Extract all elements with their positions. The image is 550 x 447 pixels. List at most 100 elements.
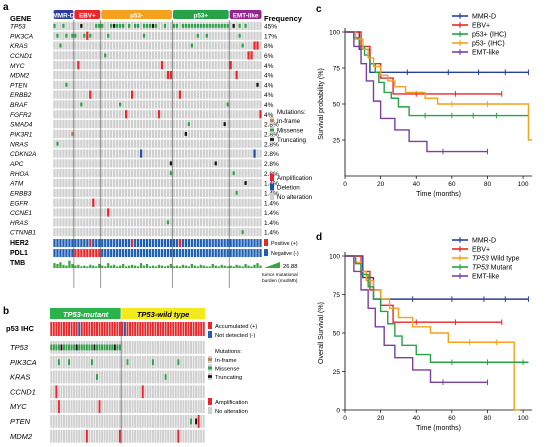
legend-inframe-label: In-frame bbox=[277, 118, 301, 125]
cell bbox=[113, 429, 116, 443]
cell bbox=[181, 61, 185, 70]
missense-cell bbox=[184, 24, 188, 28]
cell bbox=[98, 120, 101, 129]
missense-cell bbox=[145, 24, 149, 28]
cell bbox=[62, 149, 65, 158]
cell bbox=[106, 429, 109, 443]
missense-cell bbox=[73, 344, 76, 351]
p53-ihc-cell bbox=[169, 322, 172, 336]
cell bbox=[63, 355, 65, 369]
cell bbox=[142, 41, 146, 50]
cell bbox=[89, 120, 92, 129]
cell bbox=[259, 139, 262, 148]
cell bbox=[106, 385, 109, 399]
cell bbox=[70, 400, 73, 413]
cell bbox=[259, 228, 262, 237]
cell bbox=[244, 100, 247, 109]
her2-cell bbox=[80, 239, 83, 248]
cell bbox=[164, 385, 167, 399]
cell bbox=[169, 429, 172, 443]
cell bbox=[187, 341, 190, 354]
cell bbox=[259, 61, 262, 70]
cell bbox=[144, 385, 147, 399]
cell bbox=[65, 129, 68, 139]
cell bbox=[199, 188, 202, 197]
cell bbox=[178, 21, 182, 31]
cell bbox=[113, 120, 116, 129]
cell bbox=[241, 129, 244, 139]
cell bbox=[169, 100, 173, 109]
p53-ihc-cell bbox=[182, 322, 185, 336]
cell bbox=[92, 110, 95, 119]
cell bbox=[80, 31, 83, 40]
cell bbox=[77, 70, 80, 80]
tmb-bar bbox=[181, 264, 185, 269]
cell bbox=[220, 41, 223, 50]
cell bbox=[151, 70, 155, 80]
legend-truncating-swatch bbox=[270, 138, 274, 141]
cell bbox=[83, 70, 86, 80]
cell bbox=[151, 41, 155, 50]
cell bbox=[62, 70, 65, 80]
tmb-bar bbox=[211, 263, 214, 269]
cell bbox=[256, 100, 259, 109]
cell bbox=[200, 370, 203, 384]
cell bbox=[145, 149, 149, 158]
cell bbox=[101, 61, 104, 70]
cell bbox=[70, 355, 73, 369]
cell bbox=[181, 139, 185, 148]
cell bbox=[187, 70, 190, 80]
cell bbox=[202, 90, 205, 99]
cell bbox=[172, 120, 176, 129]
her2-cell bbox=[136, 239, 140, 248]
cell bbox=[256, 31, 259, 40]
cell bbox=[98, 429, 101, 443]
cell bbox=[217, 218, 220, 227]
her2-cell bbox=[244, 239, 247, 248]
p53-ihc-cell bbox=[50, 322, 53, 336]
cell bbox=[193, 228, 196, 237]
cell bbox=[136, 31, 140, 40]
cell bbox=[217, 178, 220, 188]
her2-cell bbox=[86, 239, 89, 248]
her2-cell bbox=[77, 239, 80, 248]
her2-cell bbox=[130, 239, 134, 248]
cell bbox=[53, 188, 56, 197]
cell bbox=[256, 178, 259, 188]
cell bbox=[90, 370, 93, 384]
cell bbox=[244, 149, 247, 158]
cell bbox=[157, 120, 161, 129]
cell bbox=[122, 110, 125, 119]
cell bbox=[133, 159, 137, 168]
cell bbox=[125, 70, 128, 80]
p53-ihc-cell bbox=[187, 322, 190, 336]
amplification-cell bbox=[197, 415, 200, 428]
cell bbox=[113, 169, 116, 178]
cell bbox=[149, 370, 152, 384]
cell bbox=[77, 159, 80, 168]
cell bbox=[119, 31, 122, 40]
cell bbox=[95, 90, 98, 99]
cell bbox=[169, 139, 173, 148]
cell bbox=[145, 120, 149, 129]
cell bbox=[238, 70, 241, 80]
legend-label-p53-ihc: p53+ (IHC) bbox=[472, 32, 506, 39]
her2-cell bbox=[202, 239, 205, 248]
cell bbox=[238, 120, 241, 129]
cell bbox=[172, 178, 176, 188]
frequency-hras: 1.4% bbox=[264, 220, 279, 227]
cell bbox=[250, 149, 253, 158]
cell bbox=[95, 129, 98, 139]
cell bbox=[174, 429, 177, 443]
gene-label-b-pten: PTEN bbox=[10, 417, 31, 426]
cell bbox=[89, 228, 92, 237]
cell bbox=[190, 90, 193, 99]
cell bbox=[122, 61, 125, 70]
cell bbox=[166, 80, 170, 89]
cell bbox=[113, 198, 116, 207]
cell bbox=[145, 80, 149, 89]
cell bbox=[125, 218, 128, 227]
frequency-pten: 4% bbox=[264, 82, 274, 89]
cell bbox=[92, 208, 95, 217]
cell bbox=[59, 149, 62, 158]
